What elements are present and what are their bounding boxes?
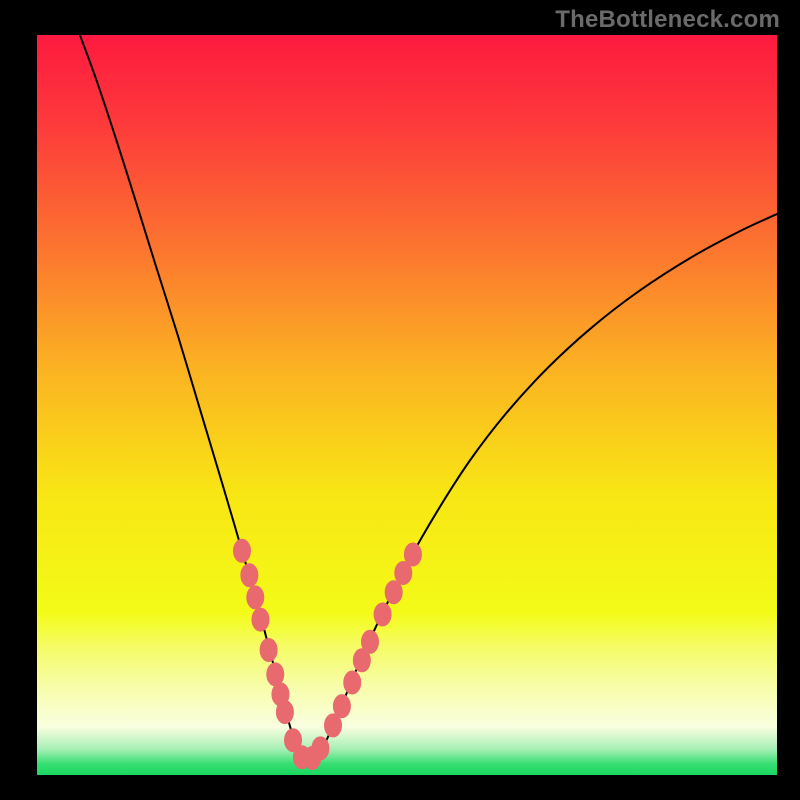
curve-marker: [362, 630, 379, 653]
curve-marker: [312, 737, 329, 760]
watermark-text: TheBottleneck.com: [555, 6, 780, 34]
chart-svg: [37, 35, 777, 775]
chart-plot-area: [37, 35, 777, 775]
curve-marker: [260, 638, 277, 661]
curve-marker: [385, 581, 402, 604]
curve-marker: [333, 695, 350, 718]
curve-marker: [344, 671, 361, 694]
curve-marker: [233, 539, 250, 562]
curve-marker: [241, 564, 258, 587]
gradient-background: [37, 35, 777, 775]
curve-marker: [374, 603, 391, 626]
curve-marker: [404, 543, 421, 566]
curve-marker: [252, 608, 269, 631]
curve-marker: [247, 586, 264, 609]
curve-marker: [276, 701, 293, 724]
